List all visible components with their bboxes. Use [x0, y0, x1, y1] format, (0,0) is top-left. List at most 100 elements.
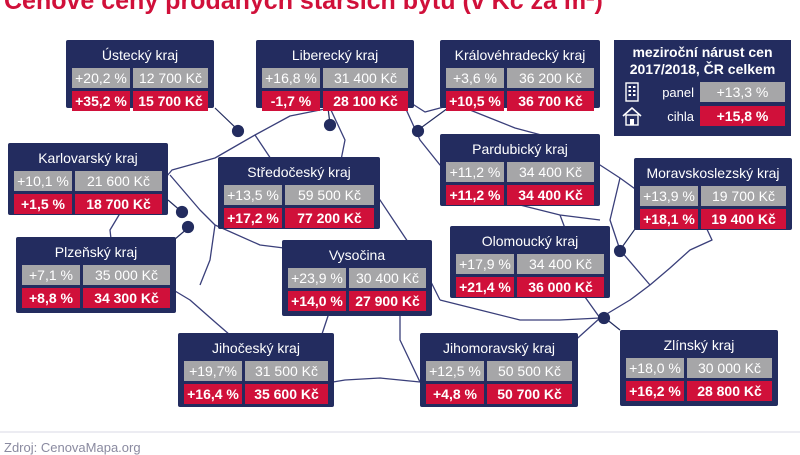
panel-price: 31 500 Kč — [245, 361, 328, 381]
panel-change: +19,7% — [184, 361, 242, 381]
region-ustecky: Ústecký kraj +20,2 % 12 700 Kč +35,2 % 15 … — [66, 40, 214, 111]
panel-change: +11,2 % — [446, 162, 504, 182]
region-stredocesky: Středočeský kraj +13,5 % 59 500 Kč +17,2 … — [218, 157, 380, 229]
brick-price: 34 400 Kč — [507, 185, 594, 205]
panel-price: 50 500 Kč — [487, 361, 572, 381]
legend-value-brick: +15,8 % — [700, 106, 785, 126]
brick-price: 35 600 Kč — [245, 384, 328, 404]
brick-price: 19 400 Kč — [701, 209, 786, 229]
region-pardubicky: Pardubický kraj +11,2 % 34 400 Kč +11,2 %… — [440, 134, 600, 206]
brick-price: 50 700 Kč — [487, 384, 572, 404]
region-name: Liberecký kraj — [291, 47, 379, 63]
panel-price: 12 700 Kč — [133, 68, 208, 88]
region-name: Moravskoslezský kraj — [646, 165, 780, 181]
panel-change: +12,5 % — [426, 361, 484, 381]
brick-change: +16,2 % — [626, 381, 684, 401]
region-name: Jihočeský kraj — [212, 340, 300, 356]
marker-kralovehradecky — [411, 124, 425, 138]
legend-label-panel: panel — [662, 84, 694, 100]
region-name: Karlovarský kraj — [38, 150, 138, 166]
region-vysocina: Vysočina +23,9 % 30 400 Kč +14,0 % 27 900 … — [282, 240, 432, 316]
marker-ustecky — [231, 124, 245, 138]
panel-change: +13,5 % — [224, 185, 282, 205]
brick-price: 27 900 Kč — [349, 291, 426, 311]
page-title: Cenové ceny prodaných starších bytů (v K… — [4, 0, 603, 15]
brick-change: +17,2 % — [224, 208, 282, 228]
brick-price: 28 800 Kč — [687, 381, 772, 401]
panel-change: +16,8 % — [262, 68, 320, 88]
brick-house-icon — [622, 107, 642, 126]
brick-price: 28 100 Kč — [323, 91, 408, 111]
panel-price: 59 500 Kč — [285, 185, 374, 205]
legend-label-brick: cihla — [667, 108, 694, 124]
region-moravskoslezsky: Moravskoslezský kraj +13,9 % 19 700 Kč +1… — [634, 158, 792, 230]
brick-change: +4,8 % — [426, 384, 484, 404]
brick-price: 36 000 Kč — [517, 277, 604, 297]
marker-liberecky — [323, 118, 337, 132]
panel-change: +7,1 % — [22, 265, 80, 285]
panel-price: 35 000 Kč — [83, 265, 170, 285]
brick-price: 77 200 Kč — [285, 208, 374, 228]
brick-change: -1,7 % — [262, 91, 320, 111]
panel-change: +10,1 % — [14, 171, 72, 191]
panel-change: +13,9 % — [640, 186, 698, 206]
panel-price: 34 400 Kč — [507, 162, 594, 182]
region-name: Královéhradecký kraj — [454, 47, 586, 63]
panel-price: 31 400 Kč — [323, 68, 408, 88]
panel-change: +18,0 % — [626, 358, 684, 378]
panel-price: 34 400 Kč — [517, 254, 604, 274]
panel-price: 36 200 Kč — [507, 68, 594, 88]
brick-change: +14,0 % — [288, 291, 346, 311]
region-name: Středočeský kraj — [247, 164, 351, 180]
brick-change: +11,2 % — [446, 185, 504, 205]
region-zlinsky: Zlínský kraj +18,0 % 30 000 Kč +16,2 % 28 … — [620, 330, 778, 406]
legend-title: meziroční nárust cen 2017/2018, ČR celke… — [629, 44, 776, 77]
legend-row-panel: panel +13,3 % — [620, 82, 785, 102]
source-credit: Zdroj: CenovaMapa.org — [4, 440, 141, 455]
panel-change: +20,2 % — [72, 68, 130, 88]
brick-change: +35,2 % — [72, 91, 130, 111]
region-name: Plzeňský kraj — [54, 244, 138, 260]
region-border — [609, 177, 651, 286]
brick-change: +18,1 % — [640, 209, 698, 229]
brick-change: +21,4 % — [456, 277, 514, 297]
brick-price: 18 700 Kč — [75, 194, 162, 214]
marker-zlinsky — [597, 311, 611, 325]
panel-change: +17,9 % — [456, 254, 514, 274]
marker-plzensky — [181, 220, 195, 234]
region-border — [439, 299, 601, 321]
region-plzensky: Plzeňský kraj +7,1 % 35 000 Kč +8,8 % 34 3… — [16, 237, 176, 313]
brick-change: +1,5 % — [14, 194, 72, 214]
panel-price: 19 700 Kč — [701, 186, 786, 206]
region-border — [329, 107, 346, 166]
brick-price: 36 700 Kč — [507, 91, 594, 111]
region-jihomoravsky: Jihomoravský kraj +12,5 % 50 500 Kč +4,8 … — [420, 333, 578, 407]
region-name: Olomoucký kraj — [481, 233, 579, 249]
brick-price: 34 300 Kč — [83, 288, 170, 308]
region-olomoucky: Olomoucký kraj +17,9 % 34 400 Kč +21,4 % 3… — [450, 226, 610, 298]
brick-price: 15 700 Kč — [133, 91, 208, 111]
legend-row-brick: cihla +15,8 % — [620, 106, 785, 126]
legend-value-panel: +13,3 % — [700, 82, 785, 102]
apartment-block-icon — [625, 82, 639, 102]
brick-change: +10,5 % — [446, 91, 504, 111]
panel-price: 21 600 Kč — [75, 171, 162, 191]
region-name: Ústecký kraj — [101, 47, 179, 63]
region-name: Vysočina — [328, 247, 386, 263]
panel-price: 30 400 Kč — [349, 268, 426, 288]
marker-karlovarsky — [175, 205, 189, 219]
panel-change: +23,9 % — [288, 268, 346, 288]
panel-change: +3,6 % — [446, 68, 504, 88]
panel-price: 30 000 Kč — [687, 358, 772, 378]
region-karlovarsky: Karlovarský kraj +10,1 % 21 600 Kč +1,5 %… — [8, 143, 168, 215]
marker-moravskoslezsky — [613, 244, 627, 258]
region-name: Jihomoravský kraj — [442, 340, 556, 356]
region-name: Pardubický kraj — [472, 141, 568, 157]
region-jihocesky: Jihočeský kraj +19,7% 31 500 Kč +16,4 % 35… — [178, 333, 334, 407]
region-name: Zlínský kraj — [663, 337, 735, 353]
national-summary-legend: meziroční nárust cen 2017/2018, ČR celke… — [614, 40, 791, 136]
region-kralovehradecky: Královéhradecký kraj +3,6 % 36 200 Kč +10… — [440, 40, 600, 111]
brick-change: +16,4 % — [184, 384, 242, 404]
region-liberecky: Liberecký kraj +16,8 % 31 400 Kč -1,7 % 28… — [256, 40, 414, 111]
brick-change: +8,8 % — [22, 288, 80, 308]
